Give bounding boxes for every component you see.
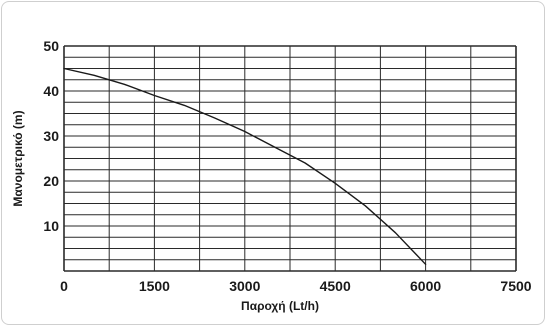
x-axis-title: Παροχή (Lt/h) <box>241 299 319 313</box>
x-tick-label: 7500 <box>500 278 531 294</box>
y-tick-label: 50 <box>43 38 59 54</box>
x-tick-label: 3000 <box>229 278 260 294</box>
y-tick-label: 30 <box>43 128 59 144</box>
grid <box>63 45 517 272</box>
x-tick-label: 0 <box>60 278 68 294</box>
x-tick-label: 4500 <box>320 278 351 294</box>
pump-curve-line <box>63 67 427 265</box>
y-axis-title: Μανομετρικό (m) <box>11 110 25 206</box>
y-tick-label: 20 <box>43 173 59 189</box>
x-tick-label: 6000 <box>410 278 441 294</box>
y-tick-label: 40 <box>43 83 59 99</box>
y-tick-label: 10 <box>43 218 59 234</box>
tick-labels: 0 1500 3000 4500 6000 7500 10 20 30 40 50 <box>43 38 531 294</box>
series-layer <box>63 67 427 265</box>
x-tick-label: 1500 <box>139 278 170 294</box>
